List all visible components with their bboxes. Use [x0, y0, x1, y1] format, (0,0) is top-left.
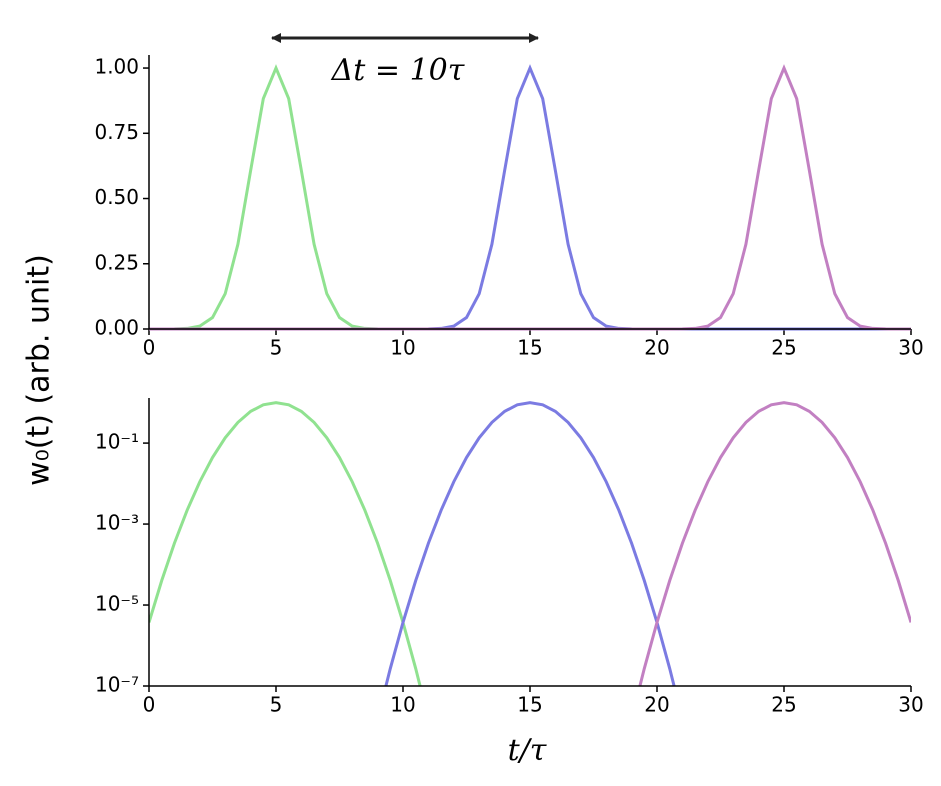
y-tick-label: 0.75: [94, 120, 139, 144]
y-tick-label: 0.00: [94, 316, 139, 340]
x-tick-label: 5: [270, 336, 283, 360]
x-tick-label: 10: [390, 693, 415, 717]
y-tick-label: 10⁻¹: [95, 430, 139, 454]
x-axis-label: t/τ: [508, 733, 547, 768]
plot-area: [149, 401, 911, 686]
x-tick-label: 5: [270, 693, 283, 717]
y-tick-label: 0.50: [94, 185, 139, 209]
x-tick-label: 10: [390, 336, 415, 360]
plot-area: [149, 64, 911, 331]
x-tick-label: 15: [517, 693, 542, 717]
y-tick-label: 0.25: [94, 250, 139, 274]
curve: [638, 401, 911, 686]
x-tick-label: 20: [644, 693, 669, 717]
y-tick-label: 10⁻³: [95, 511, 139, 535]
y-tick-label: 1.00: [94, 55, 139, 79]
x-tick-label: 15: [517, 336, 542, 360]
x-tick-label: 20: [644, 336, 669, 360]
x-tick-label: 30: [898, 693, 923, 717]
y-tick-label: 10⁻⁷: [95, 673, 139, 697]
y-tick-label: 10⁻⁵: [95, 592, 139, 616]
annotation: Δt = 10τ: [331, 53, 465, 88]
x-tick-label: 25: [771, 336, 796, 360]
curve: [149, 401, 422, 686]
y-axis-label: w₀(t) (arb. unit): [22, 254, 57, 486]
x-tick-label: 25: [771, 693, 796, 717]
curve: [384, 401, 676, 686]
x-tick-label: 0: [143, 336, 156, 360]
x-tick-label: 0: [143, 693, 156, 717]
x-tick-label: 30: [898, 336, 923, 360]
